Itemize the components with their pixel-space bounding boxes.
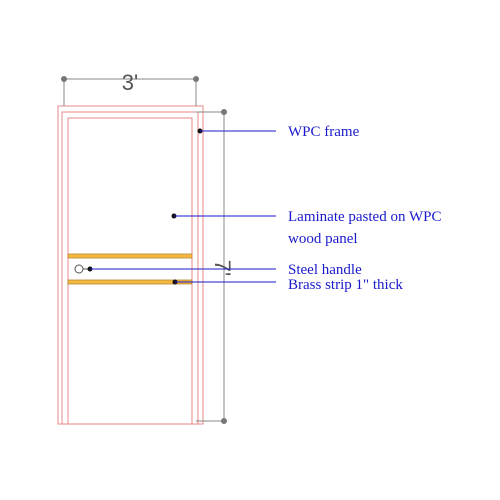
callout-panel-text-line1: Laminate pasted on WPC: [288, 209, 441, 225]
width-dimension-dot-right: [193, 76, 199, 82]
callout-panel-text-line2: wood panel: [288, 231, 358, 247]
callout-strip: Brass strip 1" thick: [172, 277, 403, 293]
width-dimension: 3': [61, 70, 199, 106]
brass-strip-upper: [67, 253, 193, 259]
callout-panel: Laminate pasted on WPC wood panel: [171, 209, 441, 247]
handle-knob: [74, 264, 84, 274]
width-dimension-dot-left: [61, 76, 67, 82]
height-dimension: 7': [196, 109, 235, 424]
door-frame: [57, 105, 204, 425]
callout-strip-text: Brass strip 1" thick: [288, 277, 403, 293]
width-dimension-label: 3': [122, 70, 138, 95]
callout-frame-text: WPC frame: [288, 124, 360, 140]
door-shutter-outline: [67, 117, 193, 425]
callout-handle: Steel handle: [87, 262, 362, 278]
height-dimension-dot-top: [221, 109, 227, 115]
height-dimension-label: 7': [210, 260, 235, 276]
callout-frame: WPC frame: [197, 124, 360, 140]
callout-handle-text: Steel handle: [288, 262, 362, 278]
height-dimension-dot-bottom: [221, 418, 227, 424]
